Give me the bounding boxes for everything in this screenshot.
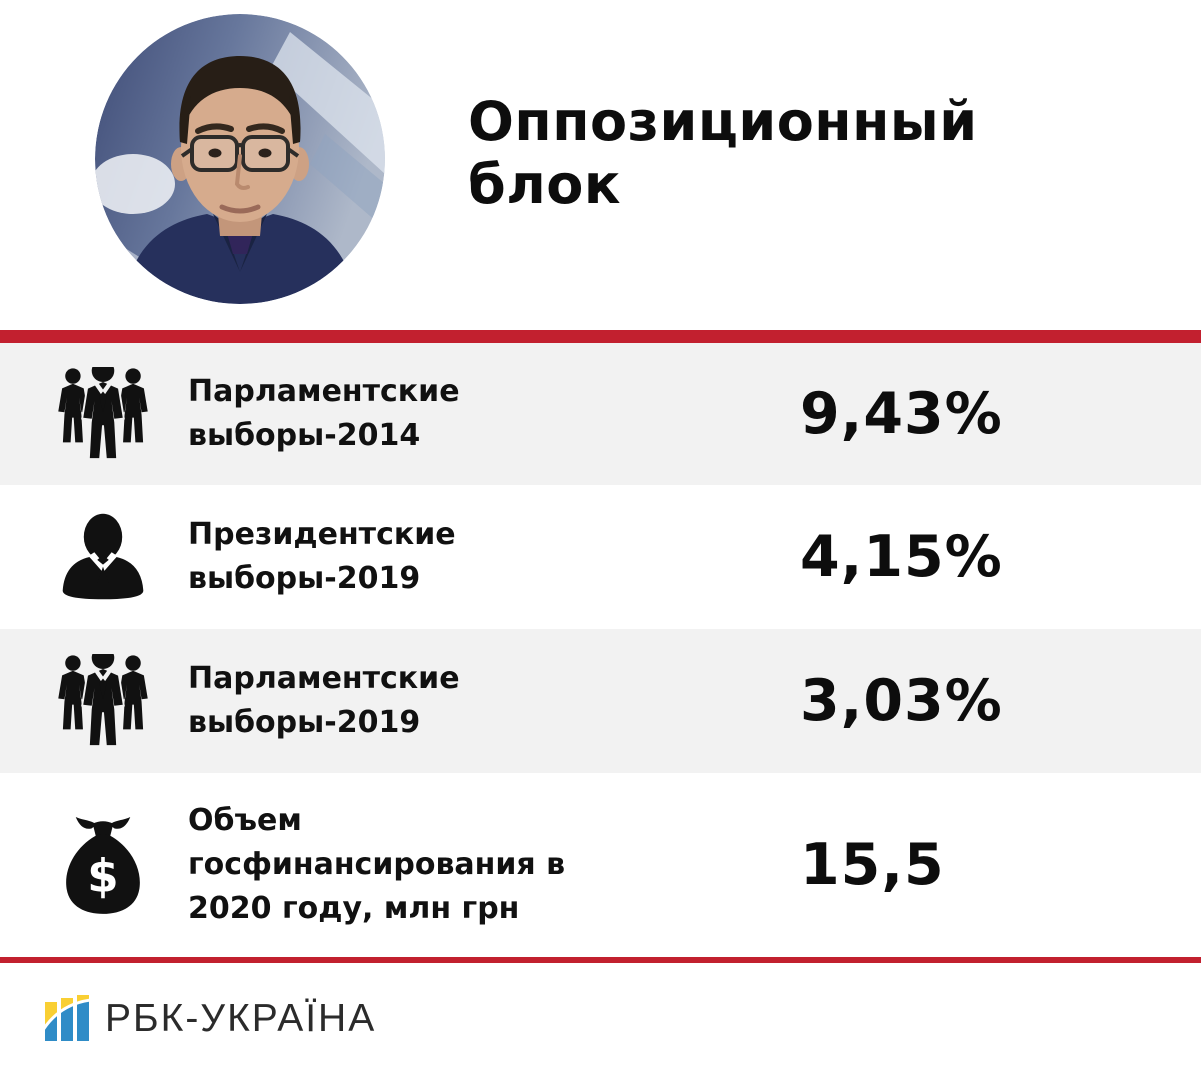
rbc-bars-chart-icon [45, 995, 89, 1041]
table-row-state-funding: $ Объем госфинансирования в 2020 году, м… [0, 773, 1201, 957]
bottom-red-divider [0, 957, 1201, 963]
row-label: Парламентские выборы-2014 [188, 374, 460, 453]
money-bag-icon: $ [50, 812, 155, 918]
table-row-parliament-2014: Парламентские выборы-2014 9,43% [0, 343, 1201, 485]
brand-name: РБК-УКРАЇНА [105, 997, 377, 1040]
party-title: Оппозиционный блок [468, 90, 978, 216]
table-row-parliament-2019: Парламентские выборы-2019 3,03% [0, 629, 1201, 773]
row-value: 3,03% [800, 668, 1003, 734]
portrait-image [95, 14, 385, 304]
party-leader-photo [95, 14, 385, 304]
row-label: Парламентские выборы-2019 [188, 661, 460, 740]
row-label: Объем госфинансирования в 2020 году, млн… [188, 803, 566, 926]
row-value: 9,43% [800, 381, 1003, 447]
row-value: 15,5 [800, 832, 945, 898]
people-group-icon [50, 654, 155, 748]
svg-text:$: $ [87, 849, 118, 902]
people-group-icon [50, 367, 155, 461]
row-label: Президентские выборы-2019 [188, 517, 456, 596]
table-row-president-2019: Президентские выборы-2019 4,15% [0, 485, 1201, 629]
businessman-icon [50, 508, 155, 606]
row-value: 4,15% [800, 524, 1003, 590]
stats-table: Парламентские выборы-2014 9,43% Президен… [0, 343, 1201, 957]
rbc-logo: РБК-УКРАЇНА [45, 992, 376, 1044]
top-red-divider [0, 330, 1201, 343]
